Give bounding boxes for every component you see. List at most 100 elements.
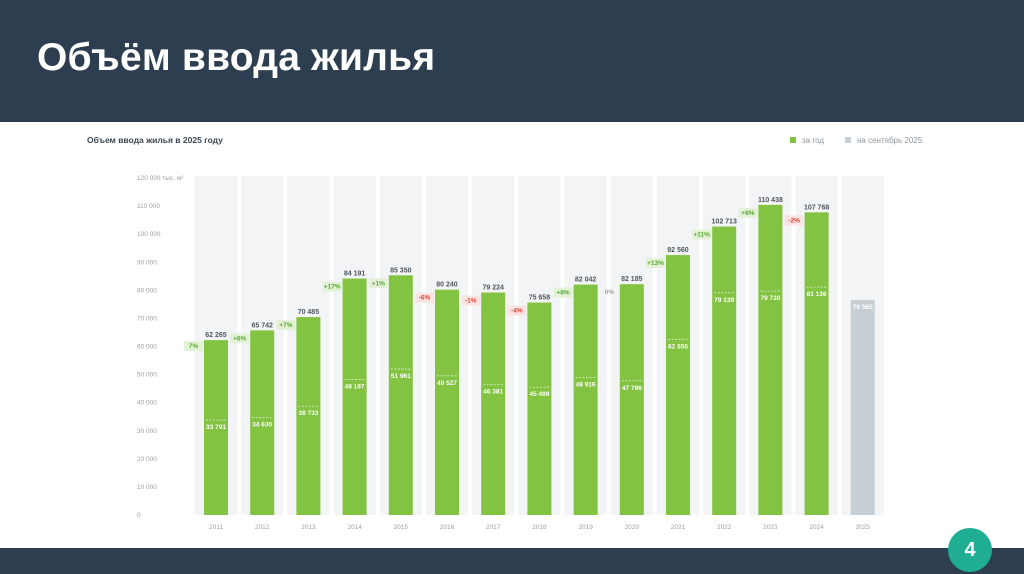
bar-value-label: 76 565: [853, 304, 873, 311]
housing-chart: Объем ввода жилья в 2025 году за год на …: [87, 135, 923, 531]
bar-value-label: 82 185: [621, 276, 643, 283]
change-label: +11%: [693, 232, 710, 239]
x-tick-label: 2012: [255, 524, 270, 531]
bar-year: [296, 317, 321, 515]
change-badge-bg: [368, 278, 388, 289]
slide-footer: [0, 548, 1024, 574]
bar-year: [527, 302, 552, 515]
change-label: -1%: [465, 298, 477, 305]
x-axis: 2011 2012 2013 2014 2015 2016 2017 2018 2019 2020…: [209, 524, 870, 531]
slide-header: Объём ввода жилья: [0, 0, 1024, 122]
y-tick-label: 70 000: [137, 315, 157, 322]
bar-year: [573, 284, 598, 515]
y-tick-label: 100 000: [137, 231, 161, 238]
change-badge-bg: [276, 320, 296, 331]
x-tick-label: 2020: [625, 524, 640, 531]
bar-value-label: 62 265: [205, 332, 227, 339]
x-tick-label: 2024: [809, 524, 824, 531]
y-tick-label: 60 000: [137, 344, 157, 351]
bar-september: [850, 299, 875, 515]
inner-value-label: 51 961: [391, 373, 411, 380]
bar-year: [388, 275, 413, 515]
bar-value-label: 75 658: [529, 295, 551, 302]
bar-year: [666, 255, 690, 515]
x-tick-label: 2015: [394, 524, 409, 531]
inner-value-label: 62 555: [668, 343, 688, 350]
chart-title: Объем ввода жилья в 2025 году: [87, 135, 223, 145]
x-tick-label: 2016: [440, 524, 455, 531]
inner-value-label: 49 527: [437, 380, 457, 387]
x-tick-label: 2011: [209, 524, 223, 531]
chart-legend: за год на сентябрь 2025: [790, 136, 923, 145]
bar-value-label: 85 350: [390, 267, 412, 274]
y-tick-label: 120 000 тыс. м²: [137, 175, 184, 182]
bar-value-label: 82 042: [575, 277, 597, 284]
bar-year: [250, 330, 275, 515]
change-badge-bg: [738, 207, 758, 218]
inner-value-label: 47 796: [622, 385, 642, 392]
legend-label-year: за год: [802, 136, 824, 145]
change-badge-bg: [507, 305, 527, 316]
bar-year: [342, 278, 367, 515]
bar-year: [204, 340, 228, 515]
bar-value-label: 80 240: [436, 282, 458, 289]
y-tick-label: 110 000: [137, 203, 160, 210]
inner-value-label: 46 381: [483, 389, 503, 396]
y-tick-label: 50 000: [137, 372, 157, 379]
inner-value-label: 48 916: [576, 382, 596, 389]
change-label: +7%: [279, 322, 292, 329]
change-badge-bg: [184, 341, 203, 352]
y-tick-label: 90 000: [137, 259, 157, 266]
inner-value-label: 45 499: [529, 391, 549, 398]
change-label: -2%: [788, 217, 800, 224]
change-badge-bg: [692, 229, 712, 240]
x-tick-label: 2018: [532, 524, 547, 531]
inner-value-label: 48 197: [345, 384, 365, 391]
inner-value-label: 34 630: [252, 422, 272, 429]
change-label: +17%: [324, 284, 341, 291]
page-number-badge: 4: [948, 528, 992, 572]
slide-title: Объём ввода жилья: [37, 36, 436, 79]
y-tick-label: 0: [137, 512, 141, 519]
change-badge-bg: [461, 295, 481, 306]
change-label: +6%: [233, 335, 246, 342]
bar-year: [804, 212, 829, 515]
bar-value-label: 65 742: [251, 322, 273, 329]
change-badge-bg: [646, 258, 665, 269]
bar-year: [619, 284, 644, 515]
bar-year: [481, 292, 506, 515]
bar-value-label: 70 485: [298, 309, 320, 316]
bar-year: [712, 226, 737, 515]
change-badge-bg: [322, 281, 342, 292]
x-tick-label: 2017: [486, 524, 501, 531]
inner-value-label: 79 139: [714, 297, 734, 304]
bar-year: [435, 289, 459, 515]
change-label: +13%: [647, 260, 664, 267]
change-badge-bg: [553, 287, 573, 298]
change-badge-bg: [230, 333, 250, 344]
bar-year: [758, 204, 783, 516]
bar-value-label: 84 191: [344, 271, 366, 278]
y-axis: 0 10 000 20 000 30 000 40 000 50 000 60 000 70 …: [137, 175, 184, 519]
change-badge-bg: [784, 215, 804, 226]
inner-value-label: 79 730: [760, 295, 780, 302]
legend-swatch-gray: [845, 137, 851, 143]
y-tick-label: 20 000: [137, 456, 157, 463]
y-tick-label: 80 000: [137, 287, 157, 294]
x-tick-label: 2022: [717, 524, 732, 531]
y-tick-label: 40 000: [137, 400, 157, 407]
x-tick-label: 2013: [301, 524, 316, 531]
x-tick-label: 2023: [763, 524, 778, 531]
bars: 62 265 33 791 7% 65 742 34 630 +6% 70 485 38 73…: [184, 197, 875, 516]
bar-value-label: 79 224: [482, 285, 504, 292]
bar-value-label: 110 438: [758, 197, 783, 204]
change-label: 7%: [189, 343, 199, 350]
change-label: -6%: [419, 295, 431, 302]
inner-value-label: 33 791: [206, 424, 226, 431]
bar-value-label: 102 713: [712, 219, 737, 226]
change-label: +8%: [556, 290, 569, 297]
bar-value-label: 92 560: [667, 247, 689, 254]
x-tick-label: 2014: [347, 524, 362, 531]
inner-value-label: 38 733: [298, 410, 318, 417]
bar-value-label: 107 768: [804, 204, 829, 211]
